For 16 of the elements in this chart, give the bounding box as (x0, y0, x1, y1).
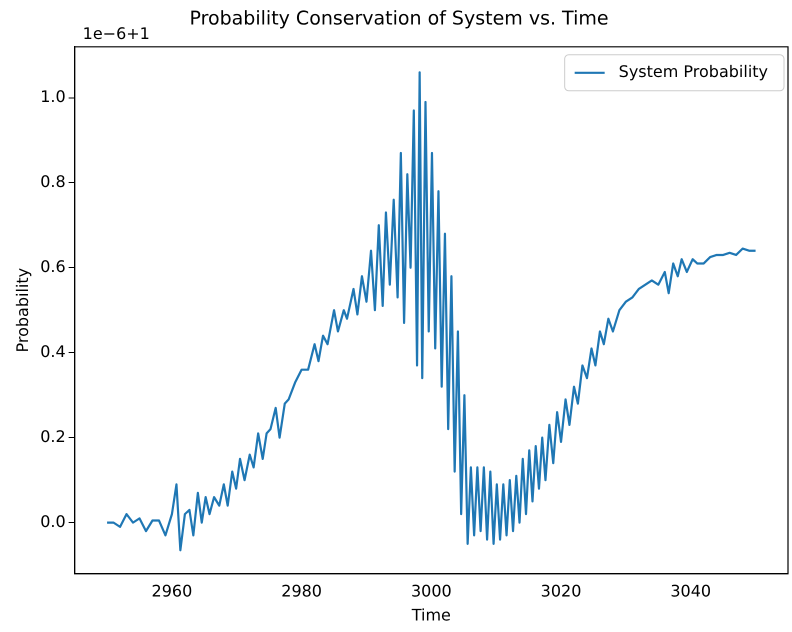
y-tick-label: 1.0 (40, 86, 66, 106)
y-tick-label: 0.2 (40, 426, 66, 446)
y-tick-label: 0.6 (40, 256, 66, 276)
chart-title: Probability Conservation of System vs. Time (189, 7, 609, 30)
x-tick-label: 2960 (152, 581, 192, 600)
text: 1e−6+1 (82, 24, 150, 43)
x-tick-label: 2980 (281, 581, 322, 600)
y-axis-title: Probability (12, 268, 32, 352)
y-tick-label: 0.4 (40, 342, 66, 361)
x-tick-label: 3020 (540, 581, 582, 600)
x-tick-label: 3000 (410, 581, 452, 600)
y-tick-label: 0.0 (40, 512, 66, 531)
x-tick-label: 3040 (670, 581, 712, 600)
legend-label: System Probability (618, 62, 768, 81)
y-tick-label: 0.8 (40, 172, 66, 191)
x-axis-title: Time (410, 606, 451, 625)
